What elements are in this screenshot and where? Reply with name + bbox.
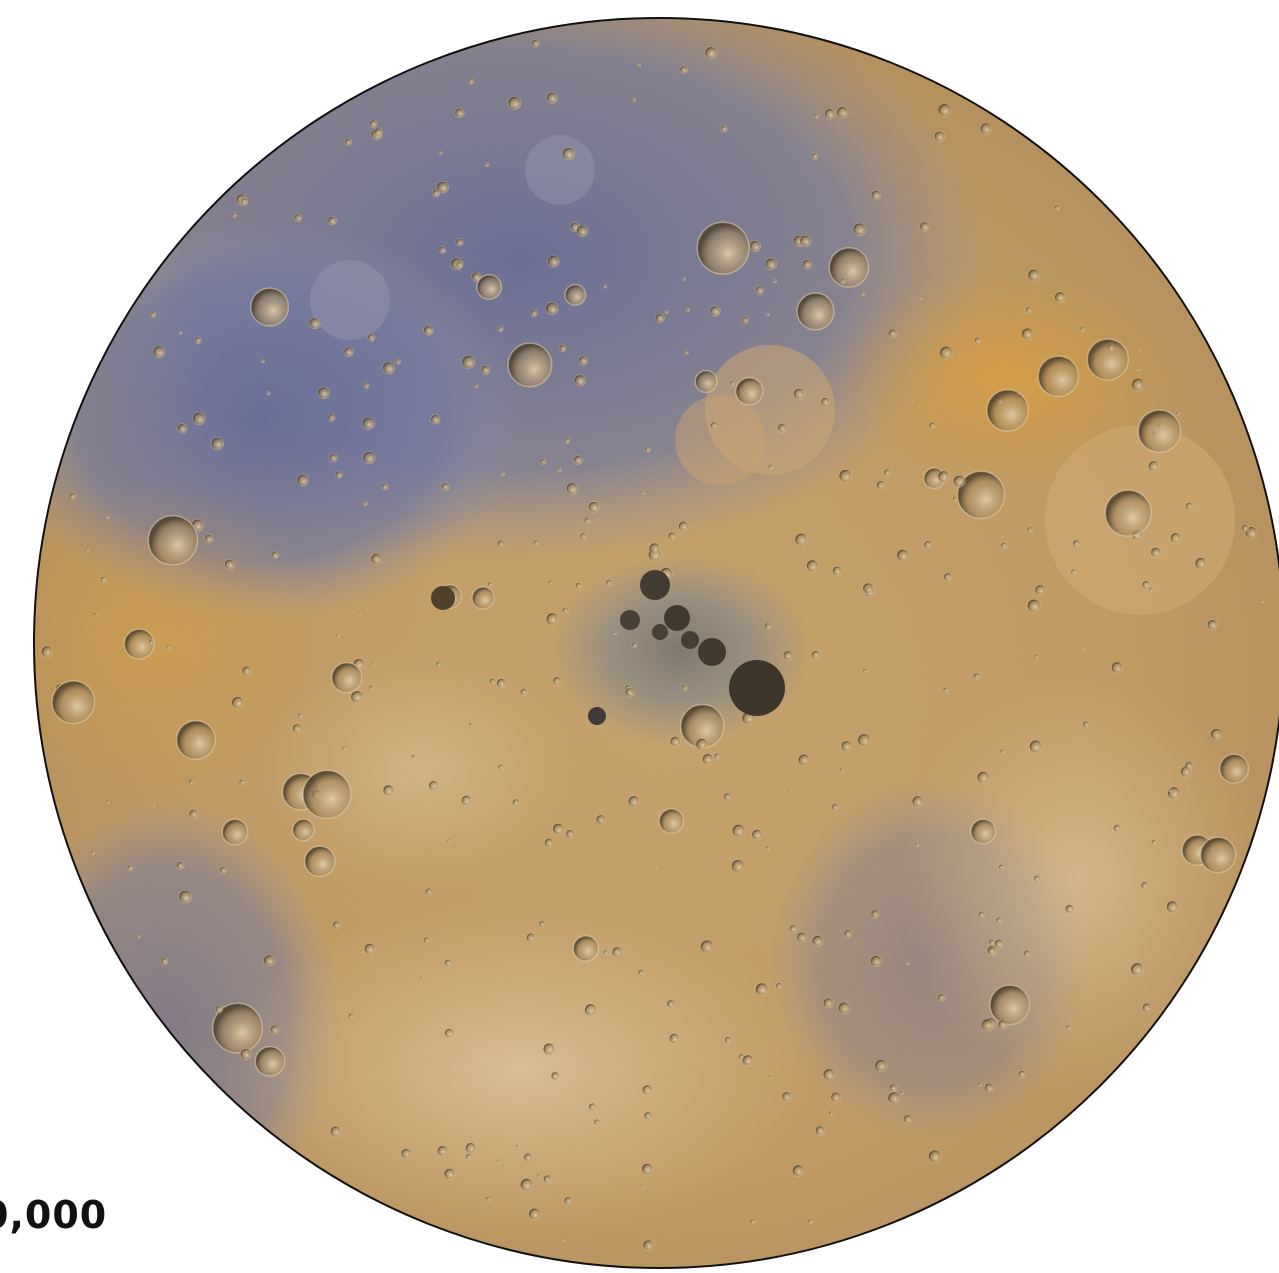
scale-label: 0,000 [0, 1193, 108, 1237]
disc-outline [33, 17, 1279, 1269]
surface-texture [34, 18, 1279, 1268]
